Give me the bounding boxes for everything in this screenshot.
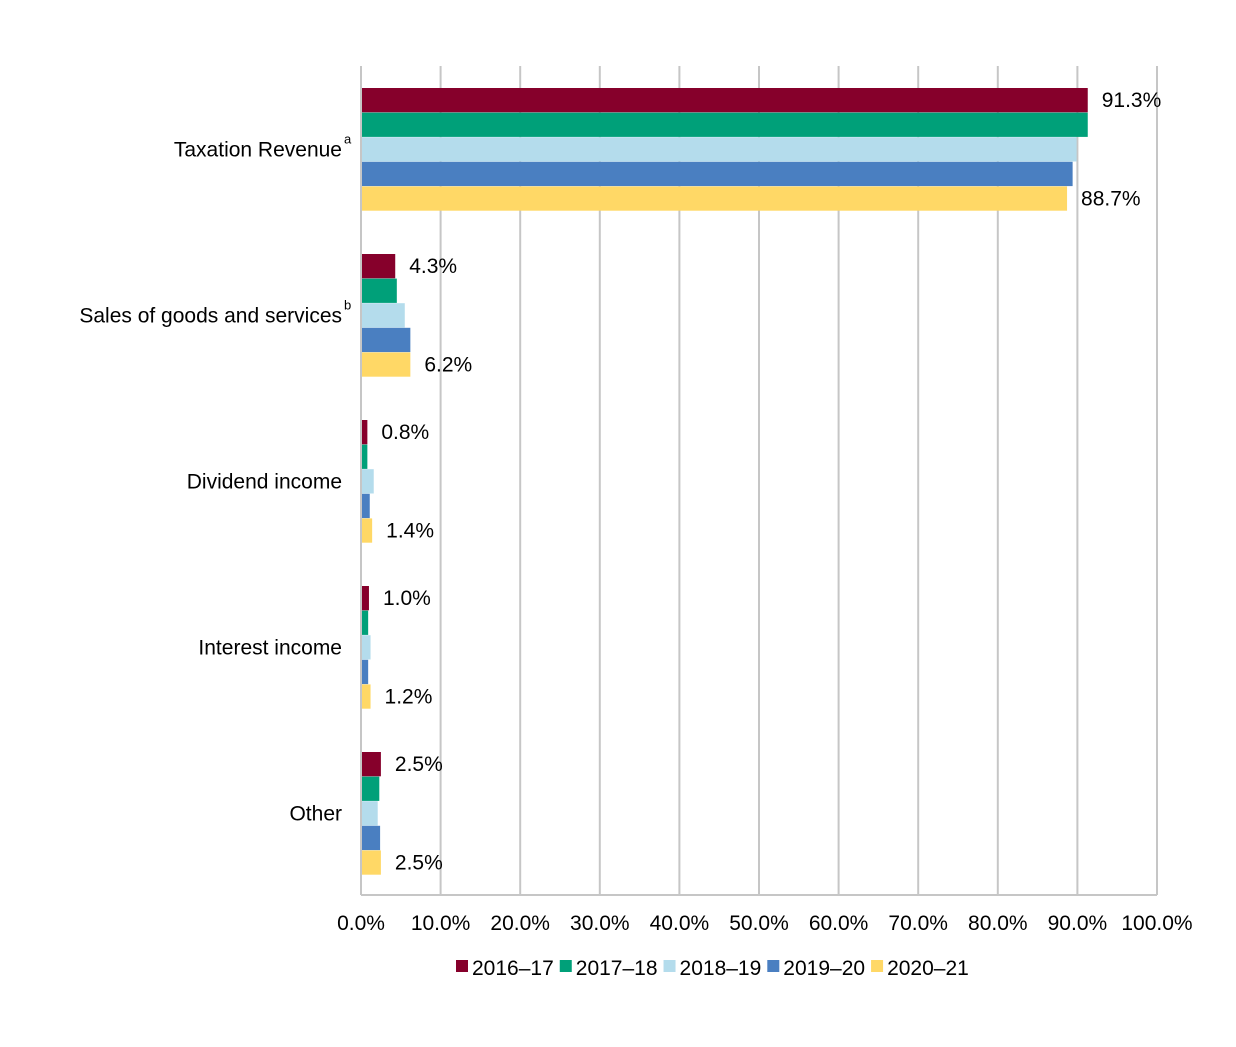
x-tick-label: 80.0%: [968, 912, 1028, 935]
data-label: 4.3%: [409, 255, 457, 278]
category-superscript: b: [344, 298, 351, 313]
bar: [361, 850, 381, 875]
category-superscript: a: [344, 132, 352, 147]
data-label: 88.7%: [1081, 188, 1141, 211]
legend-item: 2018–19: [663, 957, 762, 980]
data-label: 2.5%: [395, 753, 443, 776]
bar: [361, 801, 378, 826]
x-tick-label: 40.0%: [650, 912, 710, 935]
data-labels: 91.3% 88.7% 4.3% 6.2% 0.8% 1.4% 1.0% 1.2% 2.5% 2.…: [381, 89, 1161, 874]
bar: [361, 327, 411, 353]
bar: [361, 352, 411, 377]
bar: [361, 825, 381, 851]
x-tick-label: 50.0%: [729, 912, 789, 935]
category-label-text: Other: [289, 803, 342, 826]
category-label-text: Interest income: [198, 637, 342, 660]
category-label-text: Dividend income: [187, 471, 342, 494]
legend-label: 2016–17: [472, 957, 554, 980]
legend-swatch: [767, 960, 780, 972]
bar: [361, 752, 381, 777]
bar: [361, 518, 373, 543]
x-tick-label: 60.0%: [809, 912, 869, 935]
bar: [361, 586, 369, 611]
legend: 2016–17 2017–18 2018–19 2019–20 2020–21: [456, 957, 969, 980]
bar: [361, 635, 371, 660]
bar: [361, 112, 1088, 137]
bar: [361, 610, 369, 635]
bar: [361, 493, 370, 519]
category-label: Taxation Revenue a: [174, 132, 352, 162]
legend-item: 2019–20: [767, 957, 865, 980]
data-label: 91.3%: [1102, 89, 1162, 112]
bar: [361, 161, 1073, 187]
x-tick-label: 90.0%: [1048, 912, 1108, 935]
legend-label: 2019–20: [783, 957, 865, 980]
x-tick-label: 10.0%: [411, 912, 471, 935]
axes: 0.0% 10.0% 20.0% 30.0% 40.0% 50.0% 60.0% 70.0% 8…: [79, 66, 1193, 935]
legend-item: 2020–21: [871, 957, 969, 980]
category-label-text: Taxation Revenue: [174, 139, 342, 162]
legend-item: 2017–18: [559, 957, 658, 980]
bar: [361, 137, 1077, 162]
data-label: 0.8%: [381, 421, 429, 444]
bar: [361, 303, 405, 328]
bar: [361, 659, 369, 685]
x-tick-label: 30.0%: [570, 912, 630, 935]
x-tick-label: 100.0%: [1121, 912, 1192, 935]
bar: [361, 444, 368, 469]
bars: [361, 88, 1088, 875]
bar: [361, 420, 368, 445]
bar: [361, 88, 1088, 113]
category-label: Dividend income: [187, 471, 342, 494]
legend-label: 2020–21: [887, 957, 969, 980]
legend-item: 2016–17: [456, 957, 554, 980]
data-label: 6.2%: [424, 354, 472, 377]
category-label: Other: [289, 803, 342, 826]
data-label: 1.2%: [385, 686, 433, 709]
data-label: 2.5%: [395, 852, 443, 875]
x-tick-label: 70.0%: [888, 912, 948, 935]
data-label: 1.4%: [386, 520, 434, 543]
legend-label: 2018–19: [680, 957, 762, 980]
legend-swatch: [663, 960, 676, 972]
bar: [361, 186, 1068, 211]
x-tick-label: 20.0%: [490, 912, 550, 935]
bar: [361, 776, 380, 801]
legend-swatch: [456, 960, 468, 972]
legend-swatch: [871, 960, 884, 972]
bar: [361, 254, 396, 279]
data-label: 1.0%: [383, 587, 431, 610]
category-label-text: Sales of goods and services: [79, 305, 342, 328]
category-label: Interest income: [198, 637, 342, 660]
legend-swatch: [559, 960, 572, 972]
legend-label: 2017–18: [576, 957, 658, 980]
category-label: Sales of goods and services b: [79, 298, 351, 328]
x-tick-label: 0.0%: [337, 912, 385, 935]
bar: [361, 469, 374, 494]
bar: [361, 278, 397, 303]
bar: [361, 684, 371, 709]
